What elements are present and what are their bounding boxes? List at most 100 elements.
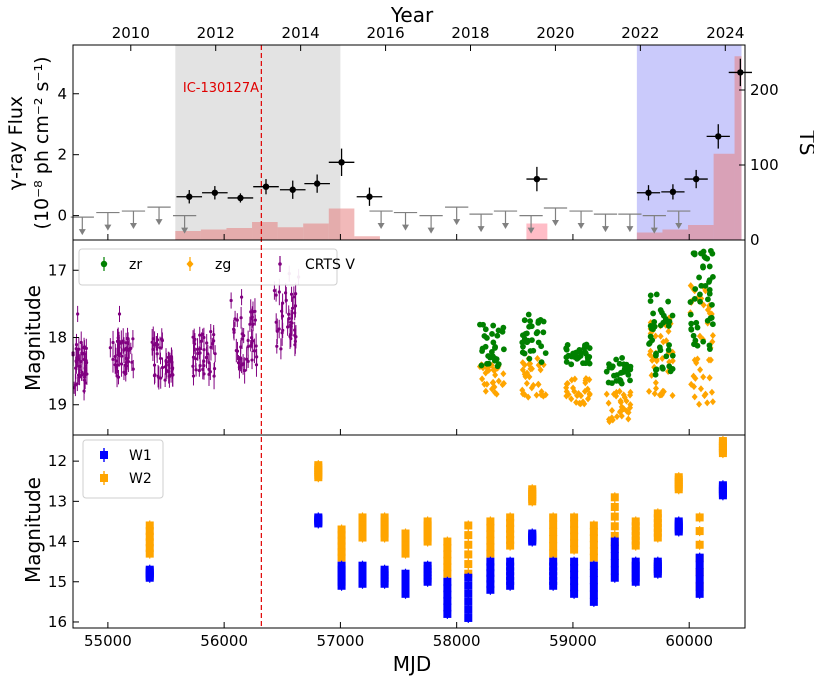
crts-point <box>75 376 79 392</box>
flux-axis-label-line2: (10⁻⁸ ph cm⁻² s⁻¹) <box>31 56 53 229</box>
zr-point <box>650 310 657 317</box>
w1-epoch-11 <box>528 528 537 547</box>
legend-w2-marker <box>100 471 108 485</box>
crts-point <box>115 328 120 354</box>
ts-bar-5 <box>303 223 329 240</box>
crts-point <box>131 359 135 379</box>
zg-point <box>577 392 584 400</box>
zg-point <box>709 398 716 406</box>
zg-point <box>492 371 499 379</box>
zg-point <box>525 393 532 401</box>
crts-point <box>120 347 124 365</box>
zr-point <box>704 317 711 324</box>
zr-point <box>690 250 697 257</box>
crts-point <box>274 288 278 302</box>
zr-point <box>709 250 716 257</box>
upper-limit-7 <box>419 215 443 234</box>
infrared-tick-label-3: 15 <box>48 573 67 591</box>
zr-point <box>706 263 713 270</box>
upper-limit-17 <box>667 210 691 230</box>
w1-epoch-4 <box>380 564 389 589</box>
zr-point <box>617 370 624 376</box>
zg-point <box>687 282 694 290</box>
zr-point <box>625 371 632 378</box>
zr-point <box>694 342 701 349</box>
ts-tick-label-2: 200 <box>750 81 779 99</box>
zg-point <box>609 407 616 415</box>
zg-point <box>519 386 526 394</box>
infrared-tick-label-4: 16 <box>48 613 67 631</box>
zr-point <box>526 323 532 330</box>
crts-point <box>289 286 294 302</box>
ts-bar-4 <box>277 227 304 240</box>
flux-point-11 <box>684 169 708 189</box>
crts-point <box>111 330 115 355</box>
upper-limit-10 <box>493 210 518 230</box>
zr-point <box>488 349 495 355</box>
crts-point <box>246 337 250 356</box>
crts-point <box>212 362 216 390</box>
zg-point <box>691 356 698 364</box>
zr-point <box>653 366 660 373</box>
zg-point <box>617 397 624 405</box>
zr-point <box>690 332 697 339</box>
zr-point <box>620 361 627 368</box>
crts-point <box>242 328 246 344</box>
zr-point <box>700 263 706 270</box>
w2-epoch-20 <box>718 436 727 459</box>
zr-point <box>687 299 694 305</box>
zg-point <box>706 374 713 382</box>
w1-epoch-3 <box>358 560 367 589</box>
zr-point <box>492 345 498 351</box>
zr-point <box>647 298 654 304</box>
crts-point <box>194 363 198 377</box>
zr-point <box>563 354 570 361</box>
zr-point <box>691 295 698 302</box>
upper-limit-13 <box>569 210 593 230</box>
infrared-panel: 12 13 14 15 16 55000 56000 57000 58000 59000 6000… <box>21 234 727 676</box>
zr-point <box>700 338 707 345</box>
upper-limit-11 <box>519 215 543 234</box>
legend-crts-marker <box>278 256 282 272</box>
zg-point <box>500 379 507 387</box>
upper-limit-15 <box>618 213 642 233</box>
flux-point-5 <box>304 174 330 193</box>
zg-point <box>657 332 664 340</box>
zg-point <box>603 390 610 398</box>
flux-tick-label-1: 2 <box>57 146 67 164</box>
zr-point <box>500 346 507 353</box>
year-tick-label-7: 2024 <box>706 24 744 42</box>
crts-point <box>243 357 247 384</box>
w1-epoch-13 <box>570 556 579 599</box>
crts-point <box>248 316 252 332</box>
zr-point <box>657 322 664 329</box>
w2-epoch-10 <box>506 512 515 551</box>
crts-point <box>277 319 281 339</box>
flux-point-4 <box>279 180 306 199</box>
crts-point <box>198 326 202 344</box>
ts-bar-3 <box>252 222 278 240</box>
zr-point <box>519 349 526 356</box>
crts-point <box>286 318 290 336</box>
upper-limit-8 <box>445 206 469 226</box>
w1-epoch-6 <box>423 560 432 587</box>
crts-point <box>77 337 81 362</box>
flux-point-13 <box>728 58 752 87</box>
optical-panel: 17 18 19 Magnitude zr zg CRTS V <box>21 247 716 426</box>
zr-point <box>669 312 676 319</box>
zr-point <box>578 350 584 356</box>
infrared-tick-label-1: 13 <box>48 492 67 510</box>
crts-point <box>209 334 213 361</box>
zr-point <box>651 318 658 325</box>
year-tick-label-0: 2010 <box>112 24 150 42</box>
ts-bar-1 <box>200 229 227 240</box>
crts-point <box>125 327 130 350</box>
flux-point-10 <box>661 184 685 200</box>
zg-point <box>568 395 575 403</box>
zr-point <box>535 339 542 346</box>
zg-point <box>483 380 490 388</box>
zr-point <box>535 320 542 326</box>
zr-point <box>527 318 534 325</box>
upper-limit-9 <box>469 213 493 233</box>
